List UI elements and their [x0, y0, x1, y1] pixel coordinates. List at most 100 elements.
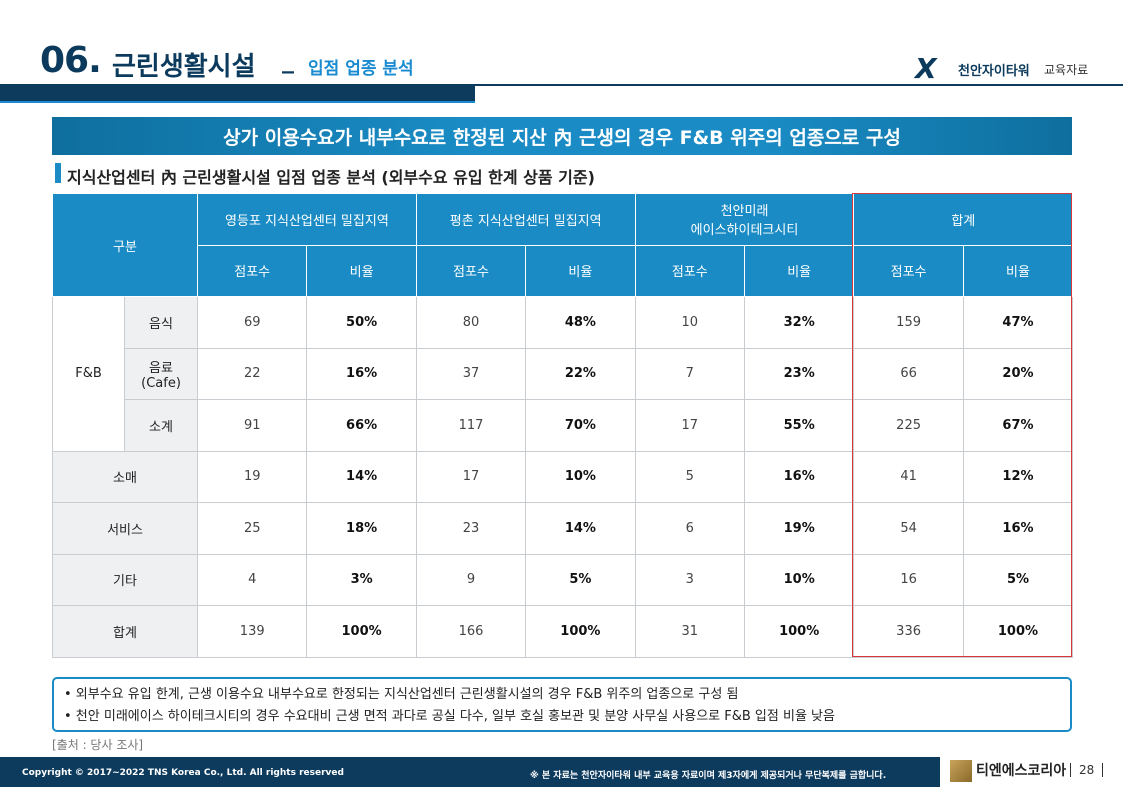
ratio-cell: 67%	[962, 399, 1074, 452]
ratio-cell: 19%	[743, 502, 855, 555]
row-label: 음식	[123, 296, 199, 349]
company-icon	[950, 760, 972, 782]
count-cell: 336	[853, 605, 964, 658]
count-cell: 31	[634, 605, 745, 658]
count-cell: 3	[634, 553, 745, 606]
copyright: Copyright © 2017~2022 TNS Korea Co., Ltd…	[22, 768, 344, 778]
subheader: 점포수	[197, 244, 308, 297]
ratio-cell: 12%	[962, 450, 1074, 503]
section-number: 06.	[40, 40, 102, 81]
subheader: 비율	[525, 244, 636, 297]
section-title: 지식산업센터 內 근린생활시설 입점 업종 분석 (외부수요 유입 한계 상품 …	[67, 168, 595, 187]
subheader: 비율	[962, 244, 1074, 297]
body-row: 음료 (Cafe) 22 16% 37 22% 7 23% 66 20%	[53, 347, 1074, 400]
row-label: 서비스	[51, 502, 199, 555]
ratio-cell: 16%	[306, 347, 417, 400]
ratio-cell: 3%	[306, 553, 417, 606]
count-cell: 23	[415, 502, 527, 555]
row-label: 소계	[123, 399, 199, 452]
count-cell: 37	[415, 347, 527, 400]
ratio-cell: 14%	[306, 450, 417, 503]
ratio-cell: 10%	[743, 553, 855, 606]
count-cell: 139	[197, 605, 308, 658]
body-row: 합계 139 100% 166 100% 31 100% 336 100%	[51, 605, 1074, 658]
row-label: 소매	[51, 450, 199, 503]
count-cell: 4	[197, 553, 308, 606]
count-cell: 69	[197, 296, 308, 349]
subheader-row: 점포수 비율 점포수 비율 점포수 비율 점포수 비율	[53, 244, 1074, 297]
subheader: 비율	[306, 244, 417, 297]
note: • 천안 미래에이스 하이테크시티의 경우 수요대비 근생 면적 과다로 공실 …	[64, 709, 835, 724]
subheader: 점포수	[634, 244, 745, 297]
ratio-cell: 66%	[306, 399, 417, 452]
body-row: 서비스 25 18% 23 14% 6 19% 54 16%	[51, 502, 1074, 555]
count-cell: 5	[634, 450, 745, 503]
group-header: 평촌 지식산업센터 밀집지역	[415, 193, 636, 246]
count-cell: 22	[197, 347, 308, 400]
ratio-cell: 48%	[525, 296, 636, 349]
logo-text: 천안자이타워	[958, 64, 1030, 79]
count-cell: 17	[415, 450, 527, 503]
header-line	[0, 84, 1123, 86]
notice: ※ 본 자료는 천안자이타워 내부 교육용 자료이며 제3자에게 제공되거나 무…	[530, 771, 887, 781]
ratio-cell: 100%	[962, 605, 1074, 658]
body-row: 기타 4 3% 9 5% 3 10% 16 5%	[51, 553, 1074, 606]
banner: 상가 이용수요가 내부수요로 한정된 지산 內 근생의 경우 F&B 위주의 업…	[52, 117, 1072, 155]
count-cell: 17	[634, 399, 745, 452]
count-cell: 25	[197, 502, 308, 555]
ratio-cell: 32%	[743, 296, 855, 349]
page-subtitle: 입점 업종 분석	[308, 59, 414, 79]
count-cell: 19	[197, 450, 308, 503]
count-cell: 91	[197, 399, 308, 452]
count-cell: 9	[415, 553, 527, 606]
corner-cell: 구분	[51, 193, 199, 297]
ratio-cell: 50%	[306, 296, 417, 349]
ratio-cell: 47%	[962, 296, 1074, 349]
page-title: 근린생활시설	[112, 52, 256, 82]
row-label: 음료 (Cafe)	[123, 347, 199, 400]
count-cell: 41	[853, 450, 964, 503]
ratio-cell: 70%	[525, 399, 636, 452]
header-row: 구분 영등포 지식산업센터 밀집지역 평촌 지식산업센터 밀집지역 천안미래 에이스하…	[51, 193, 1074, 297]
logo-sub: 교육자료	[1044, 63, 1089, 77]
count-cell: 16	[853, 553, 964, 606]
ratio-cell: 22%	[525, 347, 636, 400]
count-cell: 159	[853, 296, 964, 349]
title-separator: _	[282, 46, 294, 74]
company-name: 티엔에스코리아	[976, 763, 1067, 779]
ratio-cell: 23%	[743, 347, 855, 400]
footer-bar: Copyright © 2017~2022 TNS Korea Co., Ltd…	[0, 757, 940, 787]
count-cell: 66	[853, 347, 964, 400]
group-header: 천안미래 에이스하이테크시티	[634, 193, 855, 246]
body-row: 소계 91 66% 117 70% 17 55% 225 67%	[53, 399, 1074, 452]
ratio-cell: 55%	[743, 399, 855, 452]
header-accent	[0, 101, 475, 103]
row-group: F&B	[52, 296, 125, 452]
ratio-cell: 5%	[525, 553, 636, 606]
data-table: 구분 영등포 지식산업센터 밀집지역 평촌 지식산업센터 밀집지역 천안미래 에이스하…	[51, 193, 1074, 658]
count-cell: 225	[853, 399, 964, 452]
ratio-cell: 16%	[743, 450, 855, 503]
ratio-cell: 18%	[306, 502, 417, 555]
header-bar	[0, 86, 475, 101]
count-cell: 166	[415, 605, 527, 658]
ratio-cell: 100%	[743, 605, 855, 658]
note: • 외부수요 유입 한계, 근생 이용수요 내부수요로 한정되는 지식산업센터 …	[64, 687, 739, 702]
ratio-cell: 14%	[525, 502, 636, 555]
notes-box: • 외부수요 유입 한계, 근생 이용수요 내부수요로 한정되는 지식산업센터 …	[52, 677, 1072, 732]
section-marker	[55, 163, 61, 183]
subheader: 점포수	[853, 244, 964, 297]
page-number: 28	[1070, 763, 1104, 777]
row-label: 합계	[51, 605, 199, 658]
source: [출처 : 당사 조사]	[52, 738, 144, 752]
ratio-cell: 100%	[306, 605, 417, 658]
ratio-cell: 20%	[962, 347, 1074, 400]
count-cell: 54	[853, 502, 964, 555]
subheader: 점포수	[415, 244, 527, 297]
row-label: 기타	[51, 553, 199, 606]
ratio-cell: 100%	[525, 605, 636, 658]
count-cell: 117	[415, 399, 527, 452]
logo-icon: X	[915, 52, 937, 85]
subheader: 비율	[743, 244, 855, 297]
